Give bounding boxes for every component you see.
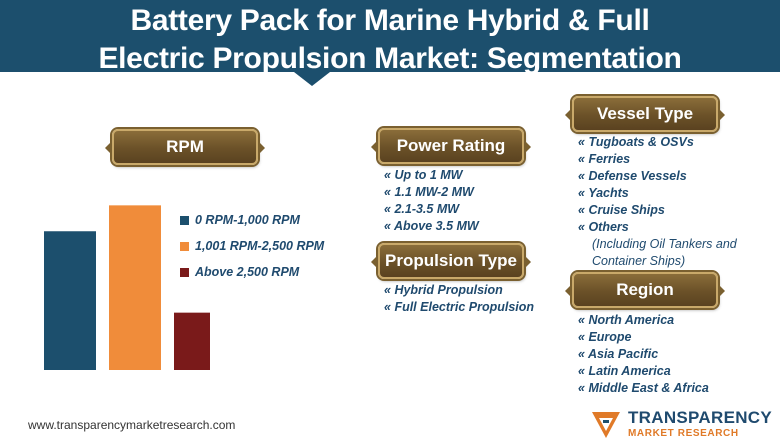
bar-2: [174, 312, 210, 370]
bullet-icon: «: [578, 220, 585, 234]
list-item: « 2.1-3.5 MW: [384, 201, 479, 218]
list-item: « Tugboats & OSVs: [578, 134, 737, 151]
legend-label-2: Above 2,500 RPM: [195, 265, 300, 279]
list-item: « Others: [578, 219, 737, 236]
list-item: « Middle East & Africa: [578, 380, 709, 397]
vessel-type-list: « Tugboats & OSVs « Ferries « Defense Ve…: [578, 134, 737, 270]
list-item-text: Cruise Ships: [588, 203, 665, 217]
bullet-icon: «: [578, 330, 585, 344]
list-item-text: Full Electric Propulsion: [394, 300, 535, 314]
chart-legend: 0 RPM-1,000 RPM 1,001 RPM-2,500 RPM Abov…: [180, 207, 324, 285]
list-item-text: Defense Vessels: [588, 169, 687, 183]
list-item-text: Latin America: [588, 364, 671, 378]
header-banner: Battery Pack for Marine Hybrid & Full El…: [0, 0, 780, 92]
rpm-badge-label: RPM: [166, 137, 204, 156]
bullet-icon: «: [578, 135, 585, 149]
region-list: « North America « Europe « Asia Pacific …: [578, 312, 709, 397]
power-rating-label: Power Rating: [396, 136, 506, 155]
bullet-icon: «: [578, 313, 585, 327]
bullet-icon: «: [578, 152, 585, 166]
list-item: « Yachts: [578, 185, 737, 202]
power-rating-badge: Power Rating: [371, 128, 531, 164]
list-item-text: 1.1 MW-2 MW: [394, 185, 474, 199]
list-item: « Above 3.5 MW: [384, 218, 479, 235]
legend-label-0: 0 RPM-1,000 RPM: [195, 213, 300, 227]
propulsion-type-badge: Propulsion Type: [371, 243, 531, 279]
list-item: « Up to 1 MW: [384, 167, 479, 184]
list-item-text: Others: [588, 220, 629, 234]
logo-text-line-1: TRANSPARENCY: [628, 408, 773, 427]
propulsion-type-label: Propulsion Type: [385, 251, 517, 270]
list-item: « Europe: [578, 329, 709, 346]
list-item: « Asia Pacific: [578, 346, 709, 363]
bullet-icon: «: [578, 381, 585, 395]
propulsion-type-list: « Hybrid Propulsion « Full Electric Prop…: [384, 282, 534, 316]
list-item-text: Yachts: [588, 186, 629, 200]
vessel-note-line-1: (Including Oil Tankers and: [592, 237, 737, 251]
bullet-icon: «: [578, 347, 585, 361]
company-logo: TRANSPARENCY MARKET RESEARCH: [590, 408, 772, 440]
rpm-badge: RPM: [105, 129, 265, 165]
list-item: « Full Electric Propulsion: [384, 299, 534, 316]
list-item: « 1.1 MW-2 MW: [384, 184, 479, 201]
bullet-icon: «: [578, 364, 585, 378]
vessel-note-line-2: Container Ships): [592, 254, 686, 268]
bullet-icon: «: [578, 186, 585, 200]
legend-item: Above 2,500 RPM: [180, 259, 324, 285]
legend-swatch-1: [180, 241, 189, 251]
vessel-type-label: Vessel Type: [596, 104, 694, 123]
bullet-icon: «: [384, 300, 391, 314]
bullet-icon: «: [384, 283, 391, 297]
logo-text-line-2: MARKET RESEARCH: [628, 428, 739, 439]
bullet-icon: «: [384, 185, 391, 199]
region-badge: Region: [565, 272, 725, 308]
list-item: « North America: [578, 312, 709, 329]
list-item-text: Asia Pacific: [587, 347, 659, 361]
logo-mark-icon: [592, 412, 620, 438]
title-line-2: Electric Propulsion Market: Segmentation: [98, 42, 682, 75]
list-item-text: Tugboats & OSVs: [588, 135, 694, 149]
list-item-text: 2.1-3.5 MW: [394, 202, 460, 216]
list-item-text: North America: [588, 313, 675, 327]
footer-url[interactable]: www.transparencymarketresearch.com: [28, 418, 236, 432]
bullet-icon: «: [384, 202, 391, 216]
vessel-type-badge: Vessel Type: [565, 96, 725, 132]
bullet-icon: «: [384, 219, 391, 233]
list-item: « Hybrid Propulsion: [384, 282, 534, 299]
bullet-icon: «: [578, 169, 585, 183]
bullet-icon: «: [578, 203, 585, 217]
list-item: « Defense Vessels: [578, 168, 737, 185]
rpm-bar-chart: [44, 205, 210, 370]
list-item-text: Ferries: [588, 152, 631, 166]
region-label: Region: [616, 280, 674, 299]
legend-item: 1,001 RPM-2,500 RPM: [180, 233, 324, 259]
header-banner-shape: [0, 0, 780, 86]
power-rating-list: « Up to 1 MW « 1.1 MW-2 MW « 2.1-3.5 MW …: [384, 167, 479, 235]
list-item: « Cruise Ships: [578, 202, 737, 219]
legend-swatch-0: [180, 215, 189, 225]
bullet-icon: «: [384, 168, 391, 182]
legend-swatch-2: [180, 267, 189, 277]
legend-label-1: 1,001 RPM-2,500 RPM: [195, 239, 325, 253]
list-item-text: Hybrid Propulsion: [394, 283, 503, 297]
list-item-text: Up to 1 MW: [394, 168, 463, 182]
bar-1: [109, 205, 161, 370]
list-item: « Latin America: [578, 363, 709, 380]
title-line-1: Battery Pack for Marine Hybrid & Full: [130, 4, 650, 37]
bar-0: [44, 231, 96, 370]
list-item: « Ferries: [578, 151, 737, 168]
page-title: Battery Pack for Marine Hybrid & Full El…: [0, 2, 780, 78]
legend-item: 0 RPM-1,000 RPM: [180, 207, 324, 233]
list-item-text: Middle East & Africa: [588, 381, 709, 395]
list-item-text: Europe: [588, 330, 632, 344]
list-item-text: Above 3.5 MW: [393, 219, 479, 233]
